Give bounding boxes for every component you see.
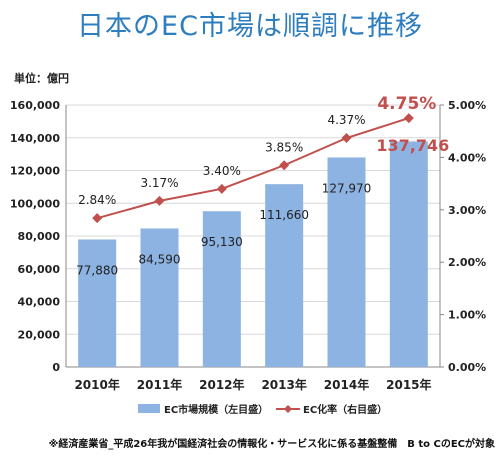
left-axis-tick-label: 40,000 [18, 296, 61, 309]
x-axis-tick-label: 2013年 [261, 377, 306, 392]
ec-rate-marker [92, 213, 103, 224]
x-axis-tick-label: 2014年 [324, 377, 369, 392]
chart-title: 日本のEC市場は順調に推移 [77, 11, 423, 42]
right-axis-tick-label: 2.00% [448, 256, 486, 269]
right-axis-tick-label: 3.00% [448, 204, 486, 217]
line-value-label: 4.75% [377, 94, 436, 114]
unit-label: 単位：億円 [14, 72, 69, 85]
legend-bar-swatch [138, 404, 160, 413]
x-axis-tick-label: 2015年 [386, 377, 431, 392]
bar-value-label: 95,130 [201, 235, 243, 249]
bar-value-label: 111,660 [259, 208, 309, 222]
bar-value-label: 77,880 [76, 263, 118, 277]
right-axis-tick-label: 4.00% [448, 151, 486, 164]
line-value-label: 3.85% [265, 140, 303, 154]
left-axis-tick-label: 160,000 [10, 99, 60, 112]
left-axis-tick-label: 60,000 [18, 263, 61, 276]
left-axis-tick-label: 80,000 [18, 230, 61, 243]
bar [202, 211, 241, 367]
legend-label: EC化率（右目盛） [303, 403, 387, 416]
x-axis-tick-label: 2012年 [199, 377, 244, 392]
line-value-label: 3.17% [140, 176, 178, 190]
bar [327, 157, 366, 367]
bar-value-label: 127,970 [322, 181, 372, 195]
ec-rate-marker [279, 160, 290, 171]
ec-rate-marker [154, 195, 165, 206]
left-axis-tick-label: 0 [52, 361, 60, 374]
bar [78, 239, 117, 367]
left-axis-tick-label: 120,000 [10, 165, 60, 178]
x-axis-tick-label: 2011年 [137, 377, 182, 392]
source-note: ※経済産業省_平成26年我が国経済社会の情報化・サービス化に係る基盤整備 B t… [48, 439, 495, 450]
legend-label: EC市場規模（左目盛） [164, 403, 268, 416]
ec-rate-line [96, 117, 410, 220]
right-axis-tick-label: 1.00% [448, 309, 486, 322]
ec-rate-marker [341, 133, 352, 144]
line-value-label: 2.84% [78, 193, 116, 207]
bar-value-label: 137,746 [376, 136, 449, 155]
line-value-label: 3.40% [203, 164, 241, 178]
ec-rate-marker [403, 113, 414, 124]
line-value-label: 4.37% [327, 113, 365, 127]
right-axis-tick-label: 0.00% [448, 361, 486, 374]
right-axis-tick-label: 5.00% [448, 99, 486, 112]
left-axis-tick-label: 100,000 [10, 197, 60, 210]
bar [389, 141, 428, 367]
bar [140, 228, 179, 367]
left-axis-tick-label: 140,000 [10, 132, 60, 145]
legend-line-marker [284, 405, 292, 413]
x-axis-tick-label: 2010年 [74, 377, 119, 392]
left-axis-tick-label: 20,000 [18, 328, 61, 341]
bar-value-label: 84,590 [139, 252, 181, 266]
bar [265, 184, 304, 367]
ec-rate-marker [216, 183, 227, 194]
